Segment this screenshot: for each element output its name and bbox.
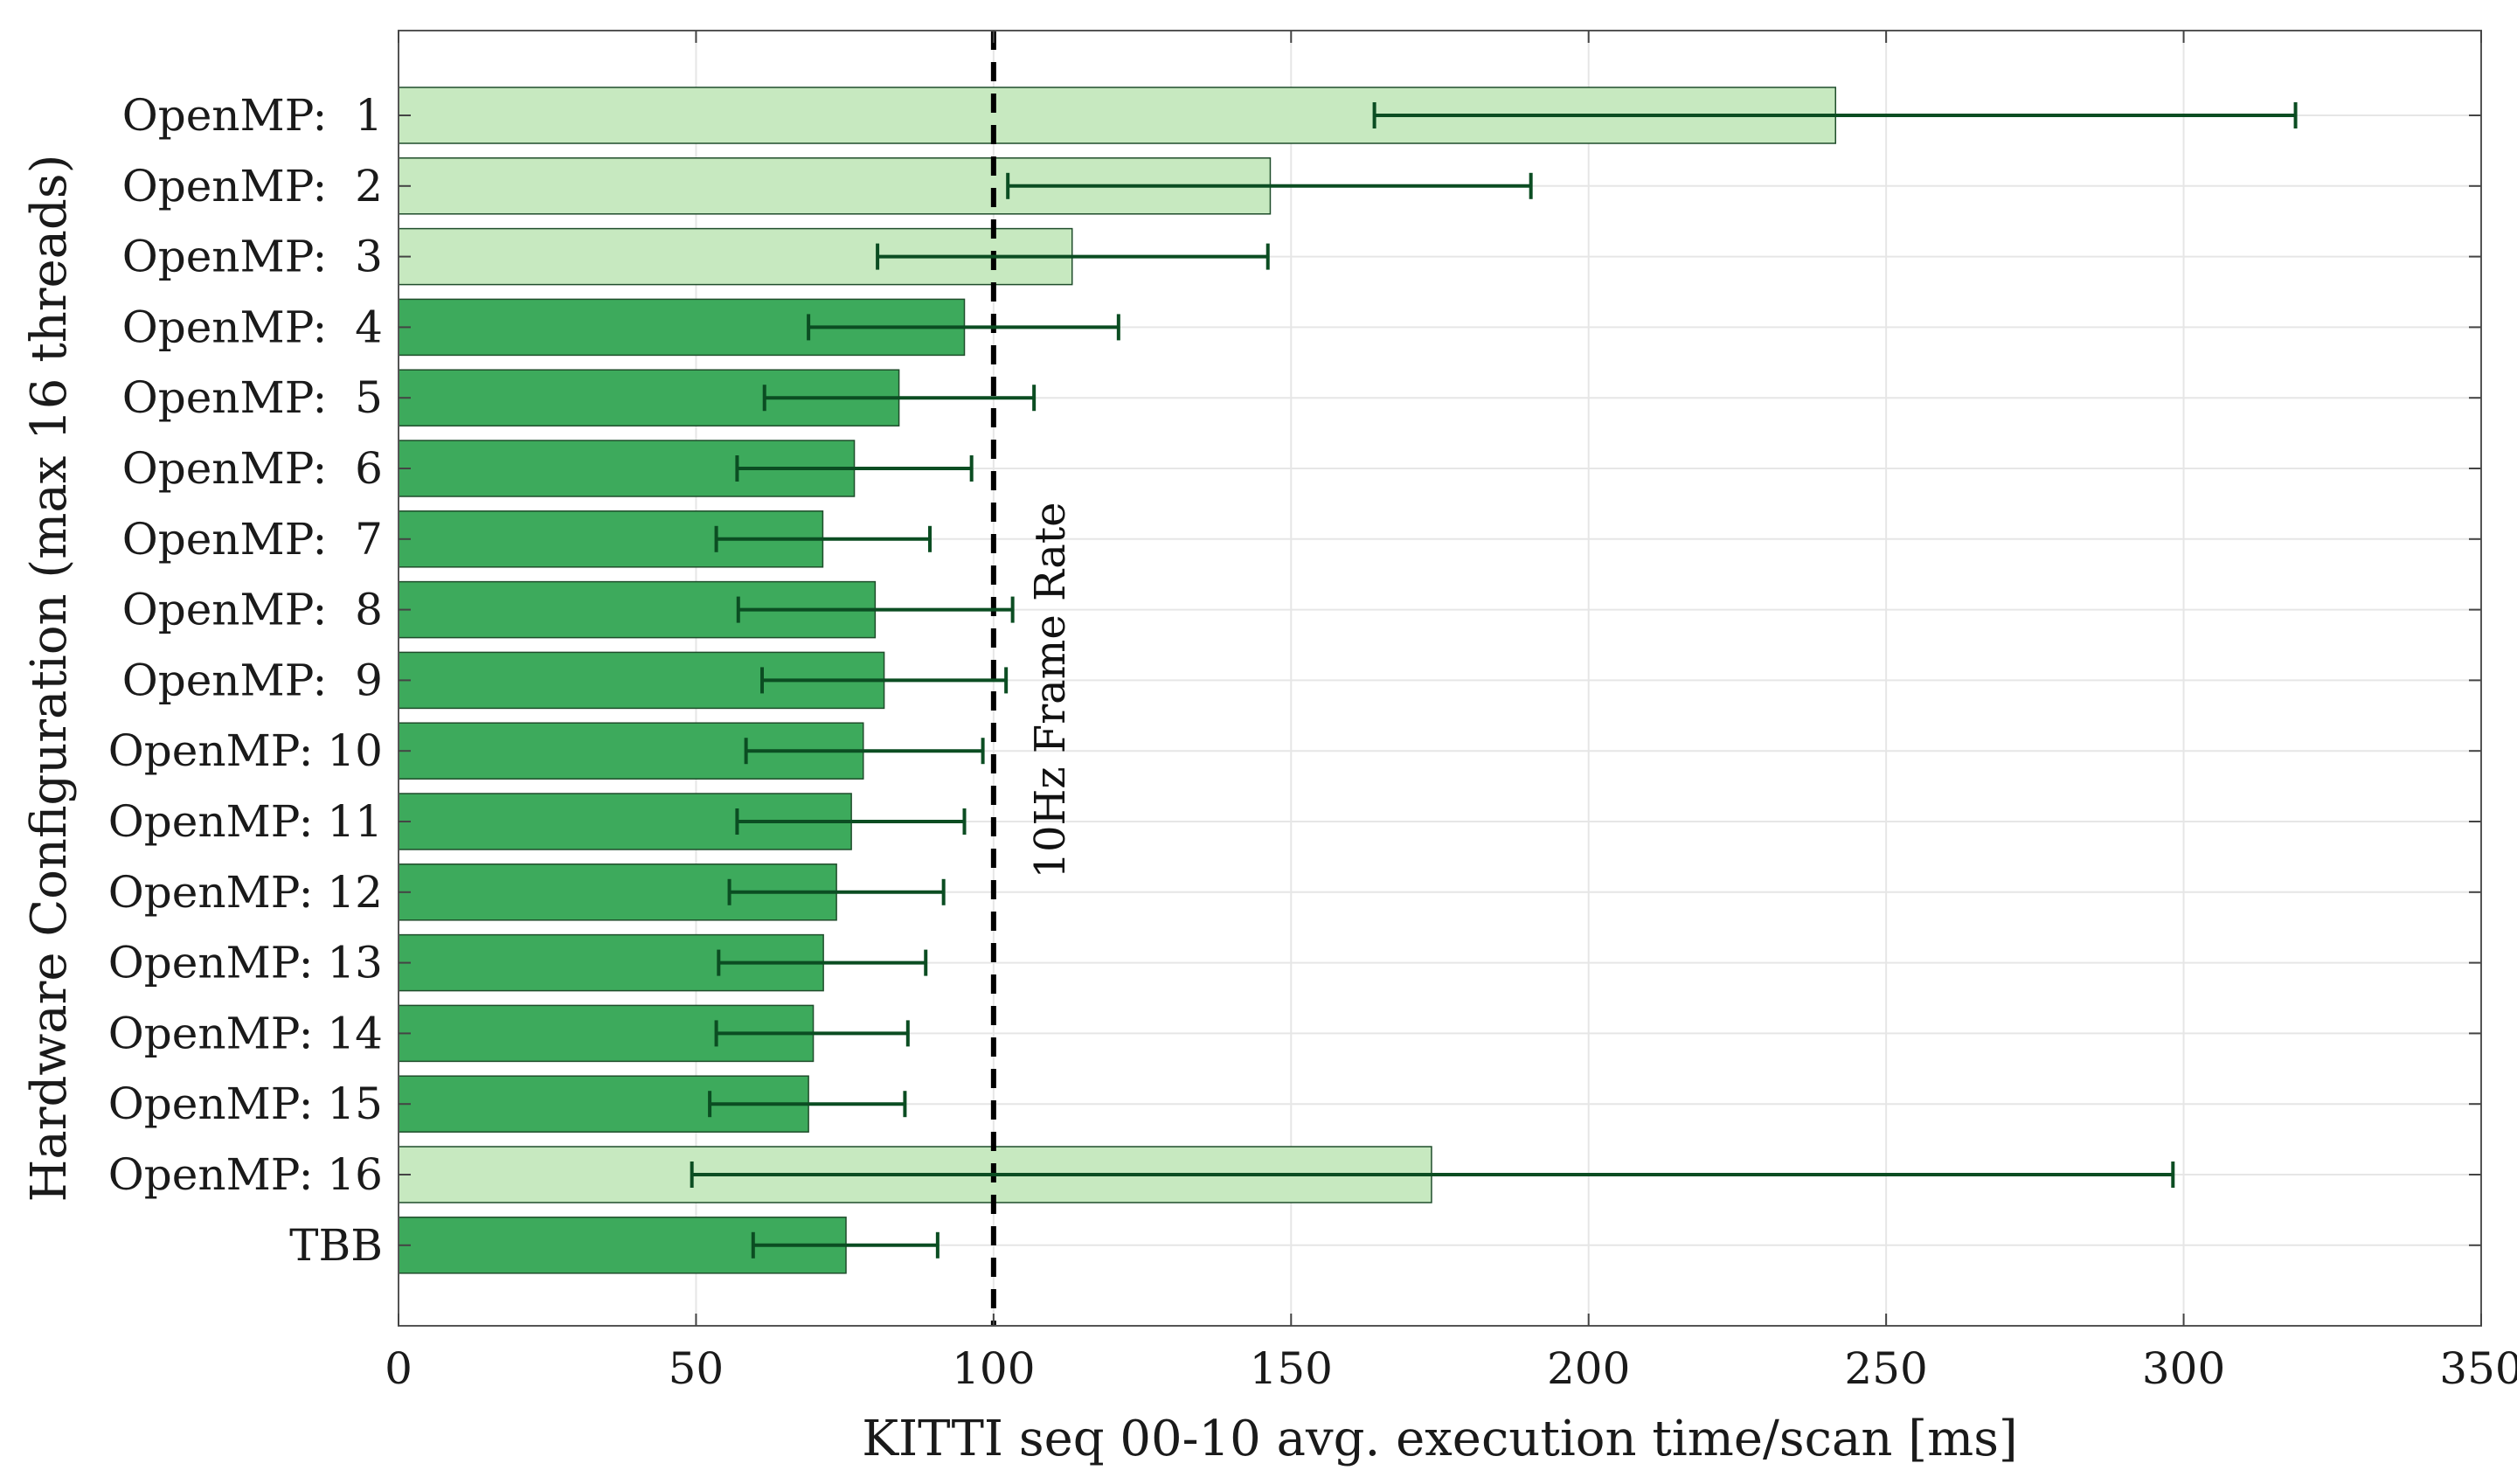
x-tick-label: 200 (1547, 1343, 1630, 1394)
x-axis-title: KITTI seq 00-10 avg. execution time/scan… (862, 1411, 2018, 1467)
y-tick-label: OpenMP: 9 (122, 655, 383, 705)
y-tick-label: TBB (289, 1220, 383, 1271)
y-tick-label: OpenMP: 6 (122, 443, 383, 494)
x-tick-label: 350 (2439, 1343, 2517, 1394)
y-tick-label: OpenMP: 15 (108, 1078, 383, 1129)
tick-labels: 0 50 100 150 200 250 300 350 OpenMP: 1 OpenMP: 2 O… (108, 90, 2517, 1394)
y-tick-label: OpenMP: 7 (122, 514, 383, 565)
y-tick-label: OpenMP: 3 (122, 232, 383, 282)
x-tick-label: 0 (385, 1343, 413, 1394)
error-bars (690, 102, 2298, 1259)
y-tick-label: OpenMP: 5 (122, 372, 383, 423)
y-tick-label: OpenMP: 10 (108, 725, 383, 776)
x-tick-label: 250 (1844, 1343, 1927, 1394)
x-tick-label: 150 (1250, 1343, 1333, 1394)
y-tick-label: OpenMP: 14 (108, 1008, 383, 1058)
y-tick-label: OpenMP: 1 (122, 90, 383, 141)
x-tick-label: 100 (952, 1343, 1035, 1394)
y-tick-label: OpenMP: 11 (108, 796, 383, 847)
x-tick-label: 300 (2142, 1343, 2225, 1394)
reference-line-label: 10Hz Frame Rate (1026, 502, 1075, 878)
y-axis-title: Hardware Configuration (max 16 threads) (21, 155, 78, 1203)
y-tick-label: OpenMP: 8 (122, 585, 383, 635)
bar (398, 157, 1272, 215)
y-tick-label: OpenMP: 13 (108, 938, 383, 988)
plot-area-frame (398, 30, 2482, 1327)
y-tick-label: OpenMP: 12 (108, 867, 383, 918)
x-tick-label: 50 (669, 1343, 725, 1394)
y-tick-label: OpenMP: 16 (108, 1149, 383, 1200)
y-tick-label: OpenMP: 2 (122, 161, 383, 212)
ticks (398, 31, 2482, 1326)
y-tick-label: OpenMP: 4 (122, 302, 383, 352)
